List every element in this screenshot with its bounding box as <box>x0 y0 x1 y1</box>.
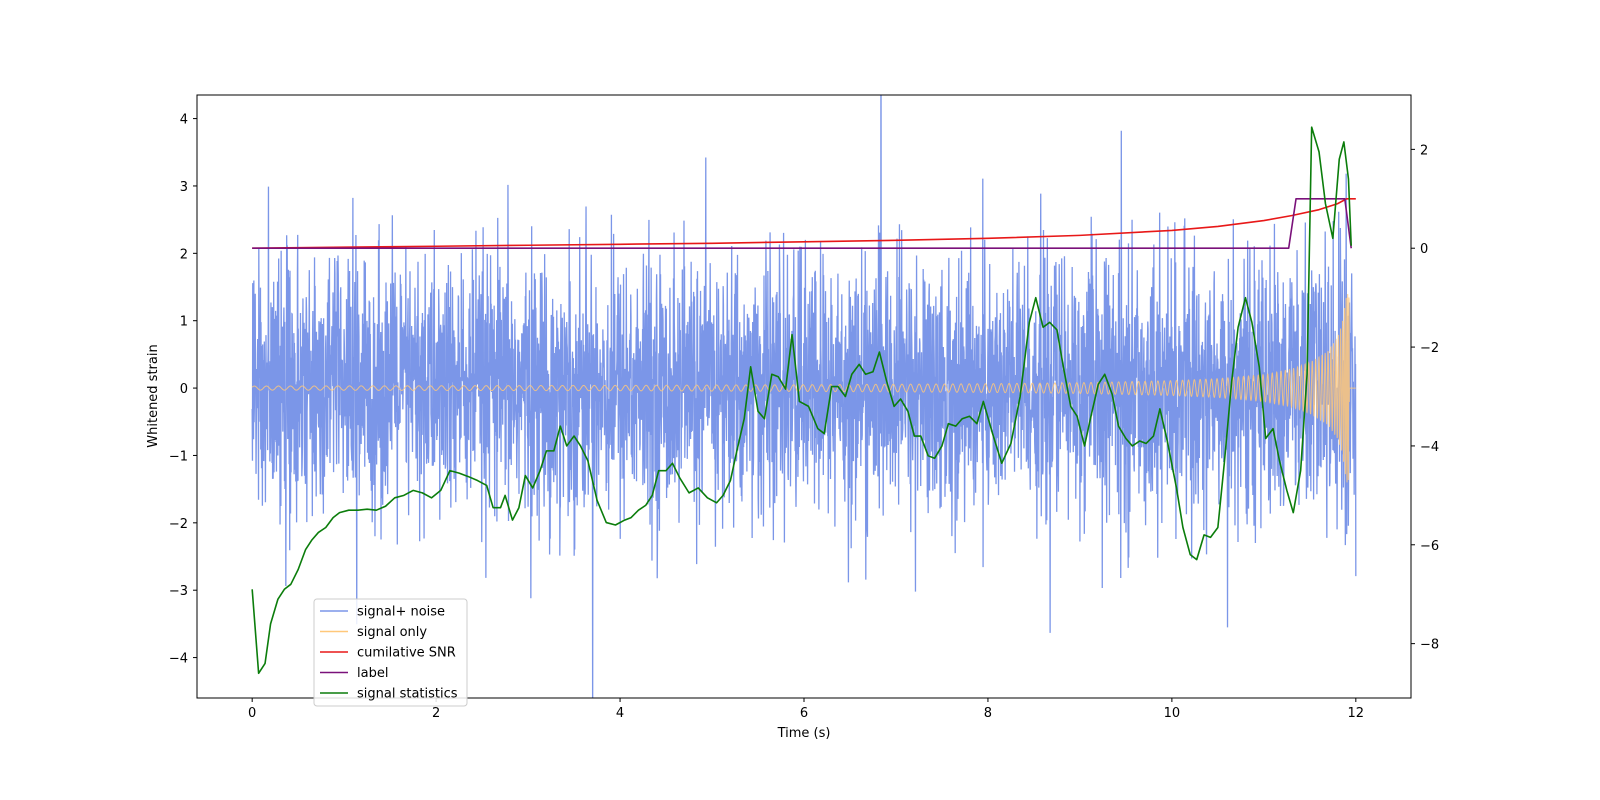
series-signal-only-line <box>251 293 1356 483</box>
series-signal-noise-line <box>251 95 1357 698</box>
legend: signal+ noise signal only cumilative SNR la… <box>313 598 468 707</box>
y-axis-label: Whitened strain <box>146 344 161 447</box>
series-label-line <box>252 198 1353 250</box>
series-cumilative-snr-line <box>252 198 1356 250</box>
x-tick-label: 0 <box>248 706 256 721</box>
x-tick-label: 4 <box>616 706 624 721</box>
y-axis-right: 2 0 −2 −4 −6 −8 <box>1411 143 1439 653</box>
y-tick-label: 0 <box>180 382 188 397</box>
y2-tick-label: 2 <box>1420 143 1428 158</box>
y2-tick-label: −6 <box>1420 539 1439 554</box>
legend-box <box>313 598 468 707</box>
series-signal-statistics-line <box>251 126 1353 675</box>
y2-tick-label: −2 <box>1420 341 1439 356</box>
y-tick-label: 1 <box>180 315 188 330</box>
legend-label: label <box>357 666 388 681</box>
y-tick-label: −3 <box>169 584 188 599</box>
y-axis-left: 4 3 2 1 0 −1 −2 −3 −4 <box>169 113 197 667</box>
x-axis-label: Time (s) <box>777 726 831 741</box>
legend-label: signal statistics <box>357 687 458 702</box>
y-tick-label: −4 <box>169 652 188 667</box>
legend-label: signal only <box>357 625 427 640</box>
plot-area <box>251 95 1357 698</box>
y2-tick-label: −4 <box>1420 440 1439 455</box>
x-tick-label: 2 <box>432 706 440 721</box>
x-tick-label: 12 <box>1348 706 1365 721</box>
y-tick-label: 3 <box>180 180 188 195</box>
y-tick-label: −2 <box>169 517 188 532</box>
x-tick-label: 8 <box>984 706 992 721</box>
legend-label: cumilative SNR <box>357 646 456 661</box>
x-tick-label: 10 <box>1164 706 1181 721</box>
y-tick-label: 2 <box>180 247 188 262</box>
y2-tick-label: −8 <box>1420 638 1439 653</box>
y-tick-label: 4 <box>180 113 188 128</box>
x-tick-label: 6 <box>800 706 808 721</box>
legend-label: signal+ noise <box>357 605 445 620</box>
y2-tick-label: 0 <box>1420 242 1428 257</box>
y-tick-label: −1 <box>169 449 188 464</box>
